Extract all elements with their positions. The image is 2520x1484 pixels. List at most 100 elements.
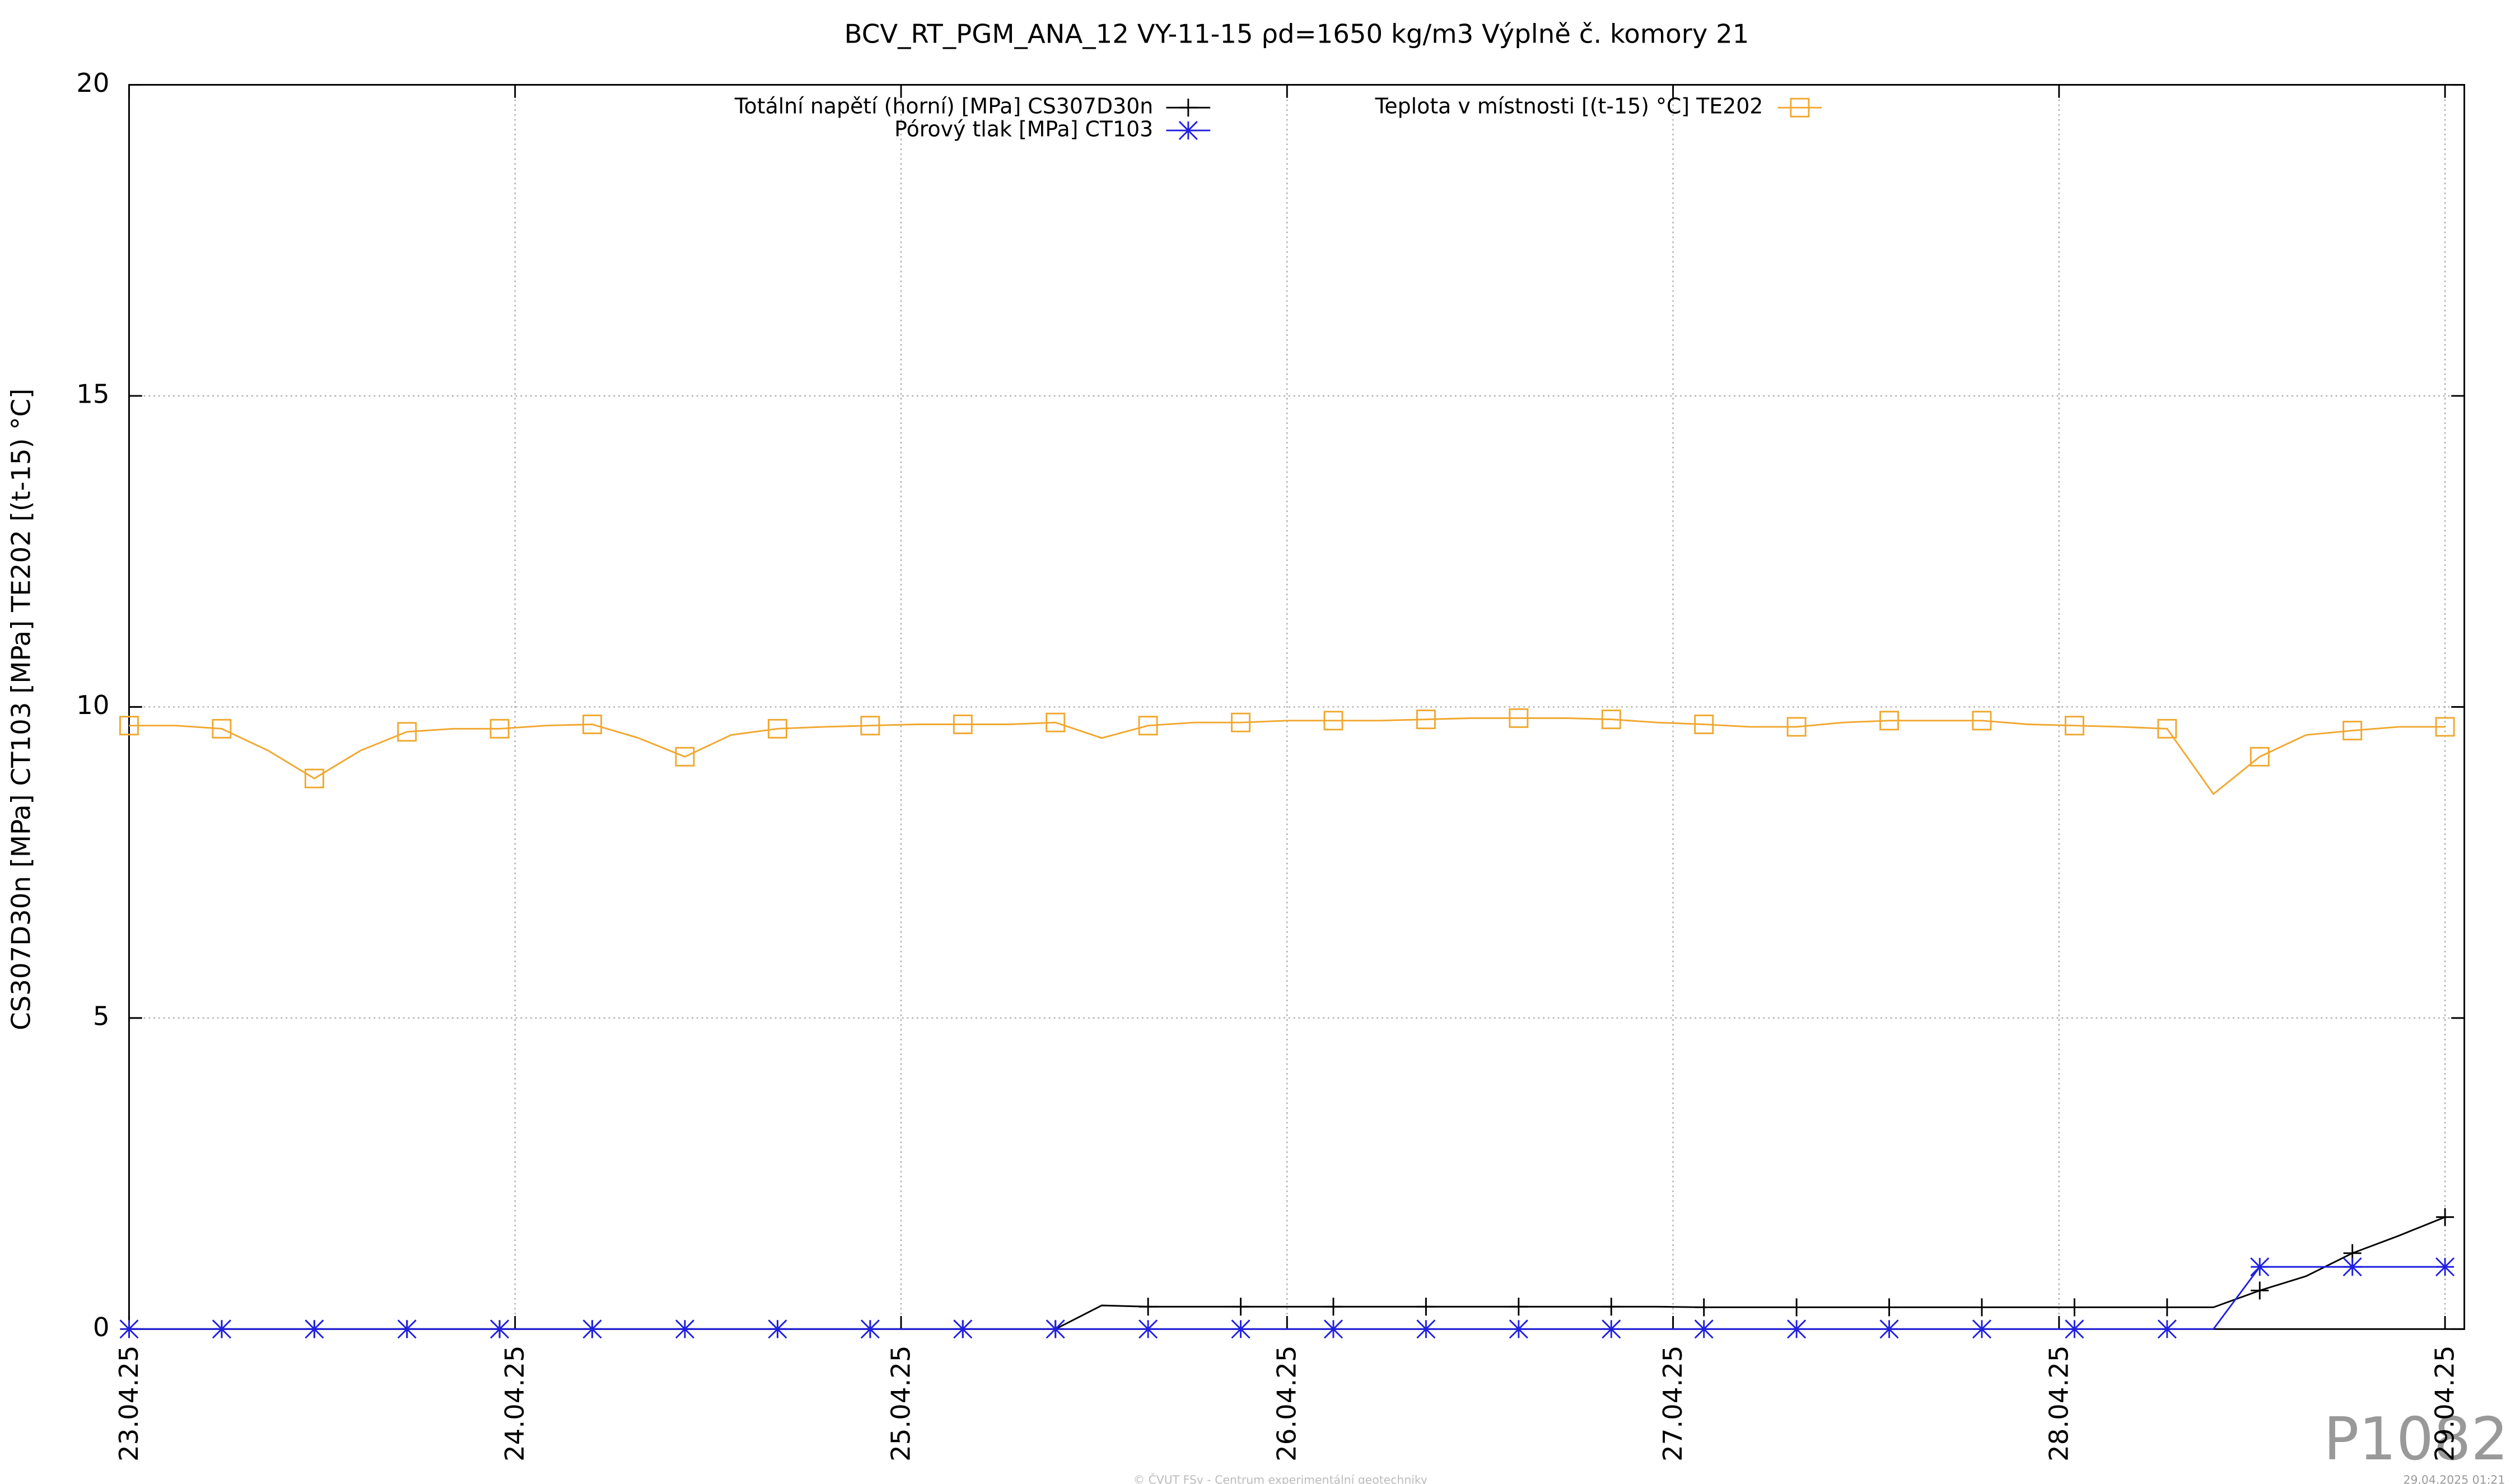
watermark: P1082 [2323, 1405, 2508, 1473]
marker [1509, 708, 1529, 728]
marker [2250, 746, 2270, 767]
marker-shape [1787, 1319, 1807, 1339]
x-tick-label: 23.04.25 [114, 1345, 144, 1461]
marker [2342, 1257, 2362, 1277]
marker [1694, 1319, 1714, 1339]
series-line [129, 1266, 2446, 1330]
marker [1138, 1319, 1158, 1339]
x-tick-label: 29.04.25 [2430, 1345, 2460, 1461]
marker-shape [1788, 1298, 1806, 1317]
y-tick-label: 20 [76, 68, 109, 98]
x-tick-label: 24.04.25 [500, 1345, 530, 1461]
marker-shape [1879, 1319, 1899, 1339]
marker [119, 1319, 139, 1339]
marker-shape [582, 715, 603, 734]
marker [1178, 120, 1198, 141]
series-line [129, 717, 2446, 796]
marker-shape [768, 1319, 787, 1339]
marker-shape [2435, 717, 2455, 737]
marker-shape [1790, 97, 1810, 118]
legend-label: Totální napětí (horní) [MPa] CS307D30n [734, 94, 1153, 119]
marker-shape [1880, 1298, 1898, 1317]
marker [2064, 716, 2084, 736]
marker [490, 1319, 510, 1339]
marker [1046, 712, 1066, 732]
marker-shape [860, 1319, 880, 1339]
marker [953, 1319, 973, 1339]
marker-shape [1179, 99, 1197, 117]
marker [2342, 721, 2363, 741]
y-axis-label: CS307D30n [MPa] CT103 [MPa] TE202 [(t-15… [6, 389, 36, 1030]
marker-shape [1231, 1298, 1250, 1316]
marker-shape [1178, 120, 1198, 141]
marker [397, 722, 417, 742]
marker-shape [2342, 1257, 2362, 1277]
marker-shape [2157, 718, 2177, 739]
marker [1139, 1298, 1158, 1316]
marker [119, 716, 139, 736]
marker-shape [397, 722, 417, 742]
marker-shape [1138, 716, 1158, 736]
marker [582, 715, 603, 734]
x-tick-label: 27.04.25 [1658, 1345, 1688, 1461]
legend-label: Teplota v místnosti [(t-15) °C] TE202 [1375, 94, 1763, 119]
marker-shape [1694, 1319, 1714, 1339]
marker [2435, 717, 2455, 737]
y-tick-label: 10 [76, 690, 109, 720]
marker [1972, 711, 1992, 731]
marker [675, 746, 695, 767]
legend-label: Pórový tlak [MPa] CT103 [894, 116, 1153, 141]
marker [2250, 1257, 2270, 1277]
marker-shape [675, 746, 695, 767]
marker [1138, 716, 1158, 736]
marker-shape [1509, 708, 1529, 728]
marker [1972, 1319, 1992, 1339]
marker-shape [489, 718, 510, 739]
marker-shape [1972, 1319, 1992, 1339]
marker-shape [1509, 1319, 1528, 1339]
marker [1786, 717, 1807, 737]
marker [1509, 1298, 1528, 1316]
marker-shape [1972, 711, 1992, 731]
marker-shape [2435, 1257, 2455, 1277]
chart-title: BCV_RT_PGM_ANA_12 VY-11-15 ρd=1650 kg/m3… [844, 19, 1749, 49]
marker-shape [582, 1319, 602, 1339]
marker [1324, 1298, 1343, 1316]
marker-shape [119, 716, 139, 736]
marker-shape [1509, 1298, 1528, 1316]
marker [1231, 1298, 1250, 1316]
marker [1179, 99, 1197, 117]
marker-shape [1972, 1298, 1991, 1317]
marker-shape [1694, 715, 1714, 734]
marker [582, 1319, 602, 1339]
marker-shape [1139, 1298, 1158, 1316]
marker [860, 1319, 880, 1339]
marker [768, 1319, 787, 1339]
marker [1788, 1298, 1806, 1317]
marker-shape [953, 1319, 973, 1339]
marker-shape [2250, 746, 2270, 767]
marker-shape [1323, 711, 1343, 731]
marker [212, 1319, 231, 1339]
marker [1879, 711, 1900, 731]
marker-shape [1046, 712, 1066, 732]
marker-shape [212, 1319, 231, 1339]
marker-shape [1138, 1319, 1158, 1339]
marker [953, 715, 973, 734]
marker [1416, 1319, 1436, 1339]
marker [1694, 715, 1714, 734]
marker [212, 718, 232, 739]
marker [2158, 1298, 2176, 1317]
marker [1509, 1319, 1528, 1339]
marker-shape [1231, 712, 1251, 732]
marker [1231, 1319, 1250, 1339]
marker [2157, 718, 2177, 739]
marker-shape [305, 1319, 324, 1339]
marker-shape [490, 1319, 510, 1339]
marker-shape [2065, 1298, 2084, 1317]
marker-shape [2158, 1298, 2176, 1317]
marker-shape [212, 718, 232, 739]
